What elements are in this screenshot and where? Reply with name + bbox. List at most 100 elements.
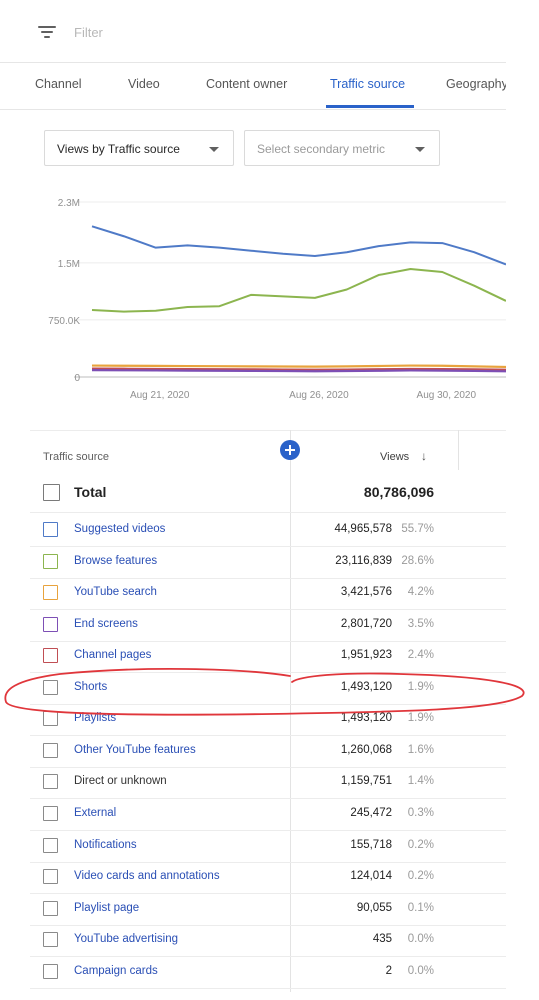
views-percentage: 0.0% [407,965,434,977]
filter-icon[interactable] [38,26,56,40]
filter-input[interactable]: Filter [74,25,103,40]
total-row: Total 80,786,096 [0,479,506,510]
sort-down-icon[interactable]: ↓ [421,449,427,463]
views-percentage: 28.6% [401,555,434,567]
views-value: 2,801,720 [340,618,392,630]
highlight-annotation [4,668,525,716]
chevron-down-icon [209,147,219,152]
row-checkbox[interactable] [43,617,58,632]
table-row: Channel pages 1,951,923 2.4% [0,642,506,673]
views-value: 1,159,751 [340,775,392,787]
views-value: 1,260,068 [340,744,392,756]
views-percentage: 1.6% [407,744,434,756]
traffic-source-name[interactable]: YouTube search [74,586,157,598]
row-checkbox[interactable] [43,680,58,695]
tab-bar: Channel Video Content owner Traffic sour… [0,62,506,110]
total-checkbox[interactable] [43,484,60,501]
row-divider [30,767,506,768]
views-percentage: 1.9% [407,681,434,693]
tab-traffic-source[interactable]: Traffic source [330,77,406,91]
traffic-source-name[interactable]: Channel pages [74,649,152,661]
column-header-views[interactable]: Views [380,451,410,463]
row-divider [30,830,506,831]
row-checkbox[interactable] [43,869,58,884]
row-divider [30,956,506,957]
row-divider [30,925,506,926]
traffic-source-name[interactable]: End screens [74,618,138,630]
tab-video[interactable]: Video [128,77,160,91]
table-row: Campaign cards 2 0.0% [0,958,506,989]
views-value: 155,718 [350,839,392,851]
column-header-traffic-source[interactable]: Traffic source [43,451,110,463]
row-divider [30,546,506,547]
table-row: External 245,472 0.3% [0,800,506,831]
traffic-source-name[interactable]: Playlists [74,712,117,724]
traffic-source-name[interactable]: Suggested videos [74,523,166,535]
tab-geography[interactable]: Geography [446,77,506,91]
views-percentage: 4.2% [407,586,434,598]
row-checkbox[interactable] [43,648,58,663]
views-value: 1,493,120 [340,712,392,724]
traffic-source-name[interactable]: Shorts [74,681,108,693]
traffic-source-name[interactable]: Video cards and annotations [74,870,220,882]
y-tick-label: 1.5M [58,259,80,270]
table-row: Suggested videos 44,965,578 55.7% [0,516,506,547]
x-tick-label: Aug 21, 2020 [130,390,190,401]
table-row: End screens 2,801,720 3.5% [0,611,506,642]
traffic-source-name[interactable]: Notifications [74,839,137,851]
traffic-source-name[interactable]: YouTube advertising [74,933,178,945]
views-value: 245,472 [350,807,392,819]
traffic-source-name[interactable]: External [74,807,117,819]
series-line [91,369,506,373]
primary-metric-select[interactable]: Views by Traffic source [44,130,234,166]
row-checkbox[interactable] [43,806,58,821]
active-tab-indicator [326,105,414,108]
views-value: 90,055 [356,902,392,914]
views-value: 1,493,120 [340,681,392,693]
total-label: Total [74,484,107,500]
views-percentage: 3.5% [407,618,434,630]
traffic-source-name: Direct or unknown [74,775,167,787]
views-value: 23,116,839 [335,555,392,567]
row-checkbox[interactable] [43,901,58,916]
table-row: YouTube search 3,421,576 4.2% [0,579,506,610]
row-divider [30,988,506,989]
row-checkbox[interactable] [43,554,58,569]
traffic-source-name[interactable]: Campaign cards [74,965,158,977]
views-value: 44,965,578 [334,523,392,535]
row-checkbox[interactable] [43,522,58,537]
row-divider [30,578,506,579]
traffic-source-name[interactable]: Other YouTube features [74,744,196,756]
y-tick-label: 0 [74,373,80,384]
primary-metric-label: Views by Traffic source [57,142,180,156]
views-percentage: 0.3% [407,807,434,819]
tab-content-owner[interactable]: Content owner [206,77,288,91]
y-tick-label: 750.0K [48,316,80,327]
traffic-source-name[interactable]: Playlist page [74,902,140,914]
tab-channel[interactable]: Channel [35,77,82,91]
views-percentage: 0.2% [407,870,434,882]
row-divider [30,862,506,863]
traffic-chart: 2.3M 1.5M 750.0K 0 Aug 21, 2020 Aug 26, 2020… [48,198,506,401]
row-divider [30,893,506,894]
secondary-metric-select[interactable]: Select secondary metric [244,130,440,166]
row-checkbox[interactable] [43,964,58,979]
views-percentage: 0.0% [407,933,434,945]
views-value: 435 [372,933,392,945]
table-row: Shorts 1,493,120 1.9% [0,674,506,705]
y-tick-label: 2.3M [58,198,80,209]
row-checkbox[interactable] [43,743,58,758]
traffic-source-name[interactable]: Browse features [74,555,158,567]
add-metric-button[interactable] [280,440,300,460]
views-value: 2 [385,965,392,977]
row-checkbox[interactable] [43,838,58,853]
series-line [91,267,506,313]
row-checkbox[interactable] [43,932,58,947]
views-percentage: 0.2% [407,839,434,851]
table-row: YouTube advertising 435 0.0% [0,926,506,957]
table-row: Video cards and annotations 124,014 0.2% [0,863,506,894]
row-divider [30,704,506,705]
column-divider [290,430,291,992]
row-checkbox[interactable] [43,585,58,600]
row-checkbox[interactable] [43,774,58,789]
